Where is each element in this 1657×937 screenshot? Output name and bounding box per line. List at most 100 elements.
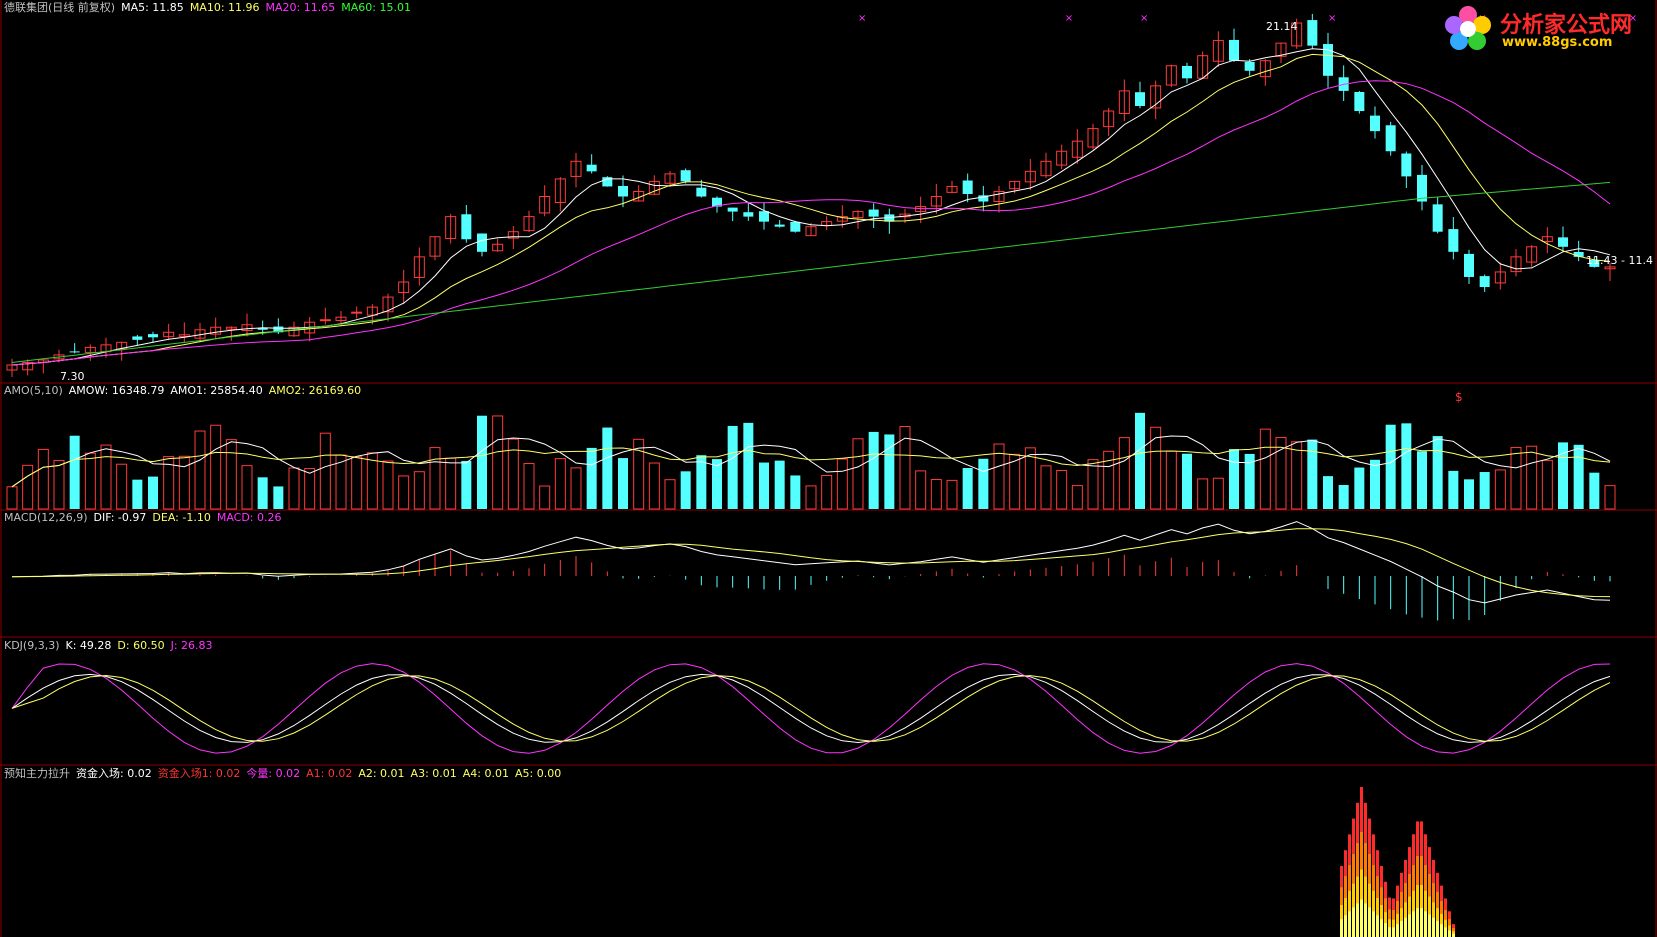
candle-up [930, 196, 942, 207]
custom-header-item: A2: 0.01 [358, 767, 405, 780]
main-header-item: MA60: 15.01 [341, 1, 411, 14]
custom-header-item: 资金入场: 0.02 [76, 767, 152, 780]
amo-bar [163, 456, 175, 510]
candle-up [1212, 40, 1224, 62]
custom-bar [1396, 924, 1399, 937]
amo-bar [413, 471, 425, 510]
candle-down [273, 326, 284, 333]
signal-x-marker: × [1328, 13, 1336, 24]
amo2-line [11, 446, 1611, 488]
candle-down [1479, 276, 1490, 288]
candle-down [1401, 153, 1412, 177]
candle-up [852, 211, 864, 219]
amo-bar [1604, 485, 1616, 510]
amo-bar [507, 438, 519, 510]
kdj-header-item: J: 26.83 [170, 639, 213, 652]
candle-up [648, 180, 660, 195]
candle-up [366, 306, 378, 316]
amo-bar [100, 444, 112, 510]
amo-bar [132, 479, 143, 509]
custom-bar [1424, 911, 1427, 937]
candle-up [993, 190, 1005, 203]
amo-bar [930, 479, 942, 510]
amo-bar [1165, 450, 1177, 510]
candle-down [1323, 44, 1333, 76]
kdj-k-line [11, 673, 1611, 744]
low-price-label: 7.30 [60, 370, 85, 383]
amo-bar [1118, 437, 1130, 510]
dif-line [11, 521, 1611, 604]
amo-bar [1541, 459, 1553, 510]
candle-up [1494, 271, 1506, 284]
amo-bar [304, 468, 316, 510]
candle-up [836, 216, 848, 222]
custom-bar [1400, 920, 1403, 937]
custom-bar [1384, 923, 1387, 937]
custom-header-item: 资金入场1: 0.02 [157, 767, 241, 780]
custom-bar [1432, 917, 1435, 937]
amo-bar [1370, 459, 1380, 509]
logo-title: 分析家公式网 [1500, 13, 1633, 38]
candle-up [523, 216, 535, 232]
custom-bar [1380, 919, 1383, 937]
amo-bar [884, 434, 895, 509]
custom-bar [1448, 930, 1451, 937]
amo1-line [11, 435, 1611, 488]
amo-bar [978, 458, 989, 509]
candle-down [1573, 251, 1584, 257]
candle-down [1589, 260, 1600, 267]
candle-down [1448, 229, 1459, 252]
kdj-header-item: D: 60.50 [117, 639, 165, 652]
amo-bar [1573, 444, 1584, 509]
amo-bar [178, 455, 190, 510]
custom-header-item: A3: 0.01 [410, 767, 457, 780]
candle-down [868, 209, 879, 217]
candle-up [1259, 60, 1271, 78]
main-header-item: 德联集团(日线 前复权) [4, 1, 116, 14]
amo-bar [429, 447, 441, 510]
signal-x-marker: × [1065, 13, 1073, 24]
candle-down [1354, 92, 1365, 112]
candle-up [382, 296, 394, 313]
candle-up [1604, 266, 1616, 270]
custom-bar [1388, 927, 1391, 937]
amo-bar [22, 464, 34, 510]
candle-down [978, 195, 989, 202]
custom-bar [1436, 920, 1439, 937]
amo-bar [84, 452, 96, 510]
amo-bar [210, 424, 222, 510]
amo-bar [1056, 469, 1068, 510]
amo-bar [461, 460, 472, 509]
ma10-line [11, 53, 1611, 366]
candle-down [1385, 125, 1396, 152]
amo-bar [915, 470, 927, 510]
amo-bar [570, 467, 582, 510]
amo-bar [1024, 447, 1036, 510]
last-price-label: 11.43 - 11.4 [1586, 254, 1653, 267]
candle-down [712, 197, 722, 207]
signal-x-marker: × [1629, 13, 1637, 24]
amo-bar [743, 422, 754, 509]
macd-header-item: MACD: 0.26 [216, 511, 282, 524]
custom-bar [1452, 933, 1455, 937]
custom-header-item: 预知主力拉升 [4, 767, 70, 780]
candle-down [743, 212, 754, 217]
site-logo[interactable]: 分析家公式网 www.88gs.com [1440, 3, 1652, 53]
candle-down [1135, 92, 1145, 106]
amo-bar [1510, 447, 1522, 510]
custom-bar [1348, 911, 1351, 937]
main-header-item: MA20: 11.65 [265, 1, 336, 14]
custom-header-item: 今量: 0.02 [246, 767, 301, 780]
amo-bar [1494, 469, 1506, 510]
candle-up [398, 281, 410, 294]
candle-up [539, 196, 551, 214]
custom-bar [1440, 924, 1443, 937]
amo-bar [618, 458, 628, 509]
candle-down [618, 185, 628, 197]
amo-bar [805, 485, 817, 510]
custom-header-item: A4: 0.01 [462, 767, 509, 780]
amo-bar [492, 415, 504, 510]
candle-up [1526, 246, 1538, 263]
candle-down [602, 177, 613, 187]
candle-down [148, 334, 158, 338]
